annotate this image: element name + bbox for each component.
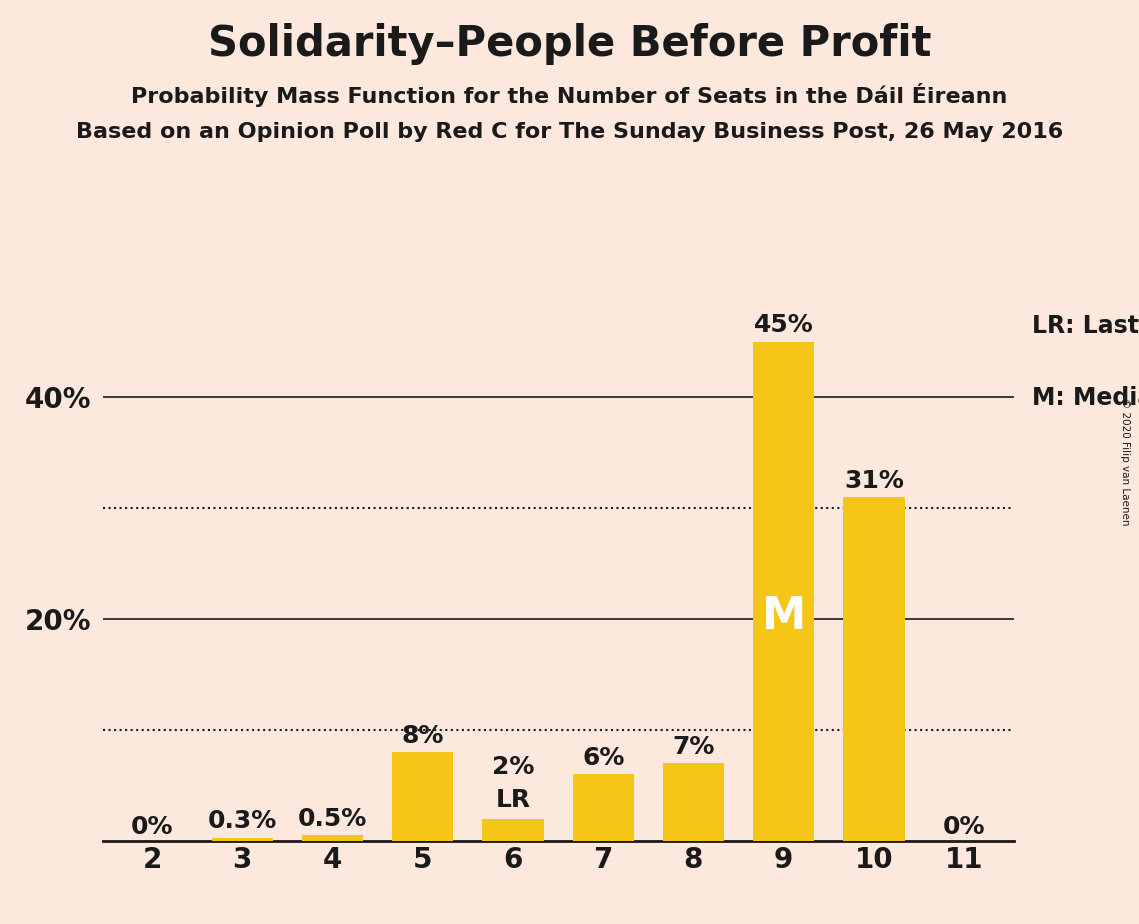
Bar — [302, 835, 363, 841]
Text: 0%: 0% — [943, 815, 985, 839]
Text: Based on an Opinion Poll by Red C for The Sunday Business Post, 26 May 2016: Based on an Opinion Poll by Red C for Th… — [76, 122, 1063, 142]
Bar — [573, 774, 634, 841]
Text: 7%: 7% — [672, 735, 714, 759]
Text: M: Median: M: Median — [1032, 386, 1139, 410]
Text: M: M — [762, 595, 805, 638]
Text: 0%: 0% — [131, 815, 173, 839]
Bar — [482, 819, 543, 841]
Text: 6%: 6% — [582, 746, 624, 770]
Bar — [392, 752, 453, 841]
Text: 2%: 2% — [492, 755, 534, 779]
Text: 0.5%: 0.5% — [298, 807, 367, 831]
Text: LR: LR — [495, 788, 531, 812]
Bar — [663, 763, 724, 841]
Text: LR: Last Result: LR: Last Result — [1032, 314, 1139, 338]
Text: Solidarity–People Before Profit: Solidarity–People Before Profit — [207, 23, 932, 65]
Text: © 2020 Filip van Laenen: © 2020 Filip van Laenen — [1120, 398, 1130, 526]
Text: 0.3%: 0.3% — [207, 809, 277, 833]
Text: Probability Mass Function for the Number of Seats in the Dáil Éireann: Probability Mass Function for the Number… — [131, 83, 1008, 107]
Text: 45%: 45% — [754, 313, 813, 337]
Bar — [753, 342, 814, 841]
Bar — [843, 497, 904, 841]
Text: 8%: 8% — [402, 723, 444, 748]
Text: 31%: 31% — [844, 468, 904, 492]
Bar — [212, 837, 273, 841]
